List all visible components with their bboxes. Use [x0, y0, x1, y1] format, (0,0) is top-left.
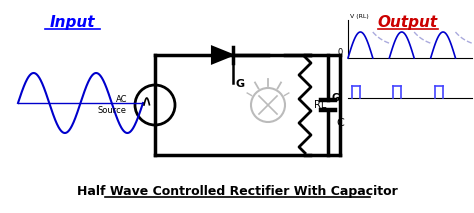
- Text: 0: 0: [338, 48, 343, 57]
- Text: Half Wave Controlled Rectifier With Capacitor: Half Wave Controlled Rectifier With Capa…: [77, 184, 397, 197]
- Text: G: G: [236, 79, 245, 89]
- Text: Input: Input: [49, 16, 95, 30]
- Text: V (RL): V (RL): [350, 14, 369, 19]
- Text: Output: Output: [378, 16, 438, 30]
- Text: RL: RL: [314, 100, 327, 110]
- Text: AC
Source: AC Source: [98, 95, 127, 115]
- Text: C: C: [336, 118, 344, 128]
- Text: G: G: [332, 93, 340, 103]
- Polygon shape: [212, 47, 233, 63]
